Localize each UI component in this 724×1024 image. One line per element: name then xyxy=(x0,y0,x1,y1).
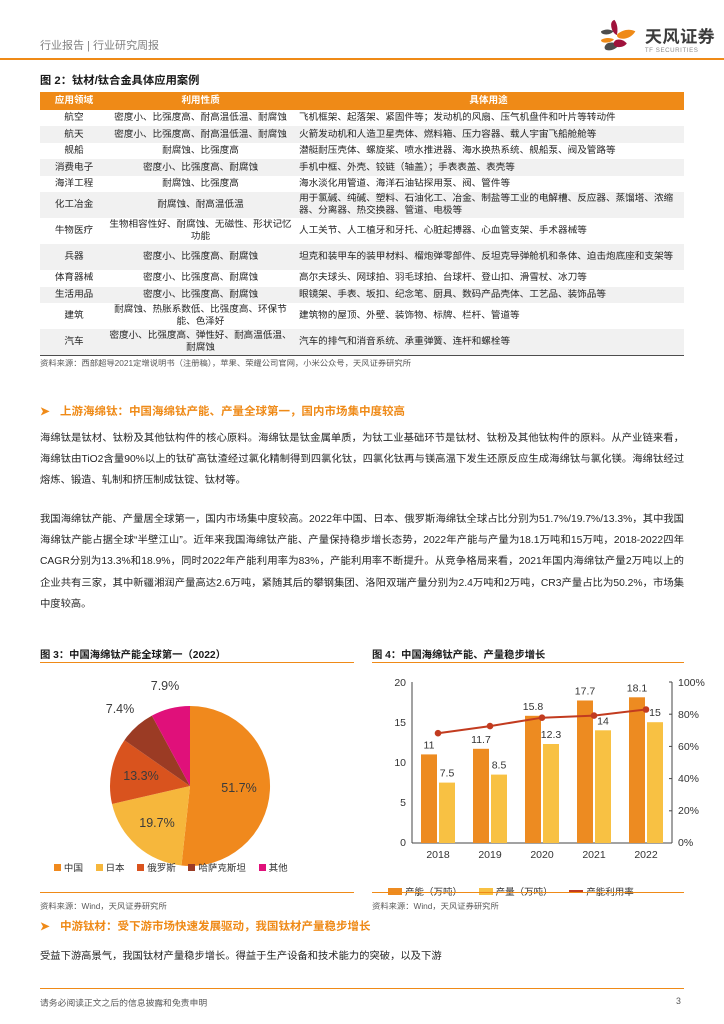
svg-text:11: 11 xyxy=(424,739,435,751)
svg-text:20: 20 xyxy=(394,677,406,689)
svg-text:20%: 20% xyxy=(678,805,699,817)
svg-text:2018: 2018 xyxy=(426,849,450,861)
svg-text:7.4%: 7.4% xyxy=(106,702,135,716)
svg-text:13.3%: 13.3% xyxy=(123,769,158,783)
svg-text:14: 14 xyxy=(597,715,609,727)
svg-text:5: 5 xyxy=(400,797,406,809)
svg-text:2021: 2021 xyxy=(582,849,606,861)
svg-text:60%: 60% xyxy=(678,741,699,753)
svg-text:2019: 2019 xyxy=(478,849,502,861)
svg-text:18.1: 18.1 xyxy=(627,682,648,694)
svg-text:15.8: 15.8 xyxy=(523,701,544,713)
svg-text:40%: 40% xyxy=(678,773,699,785)
svg-text:19.7%: 19.7% xyxy=(139,816,174,830)
svg-text:80%: 80% xyxy=(678,709,699,721)
svg-text:10: 10 xyxy=(394,757,406,769)
svg-text:12.3: 12.3 xyxy=(541,729,562,741)
svg-text:7.5: 7.5 xyxy=(440,768,455,780)
svg-text:100%: 100% xyxy=(678,677,705,689)
svg-text:17.7: 17.7 xyxy=(575,686,596,698)
svg-text:8.5: 8.5 xyxy=(492,760,507,772)
svg-text:TF SECURITIES: TF SECURITIES xyxy=(645,47,699,54)
svg-text:51.7%: 51.7% xyxy=(221,781,256,795)
svg-text:0%: 0% xyxy=(678,837,693,849)
svg-text:天风证券: 天风证券 xyxy=(645,28,715,47)
svg-text:2022: 2022 xyxy=(634,849,658,861)
svg-text:0: 0 xyxy=(400,837,406,849)
svg-text:7.9%: 7.9% xyxy=(151,679,180,693)
svg-text:15: 15 xyxy=(394,717,406,729)
svg-text:11.7: 11.7 xyxy=(471,734,491,746)
svg-text:15: 15 xyxy=(649,707,661,719)
svg-text:2020: 2020 xyxy=(530,849,554,861)
